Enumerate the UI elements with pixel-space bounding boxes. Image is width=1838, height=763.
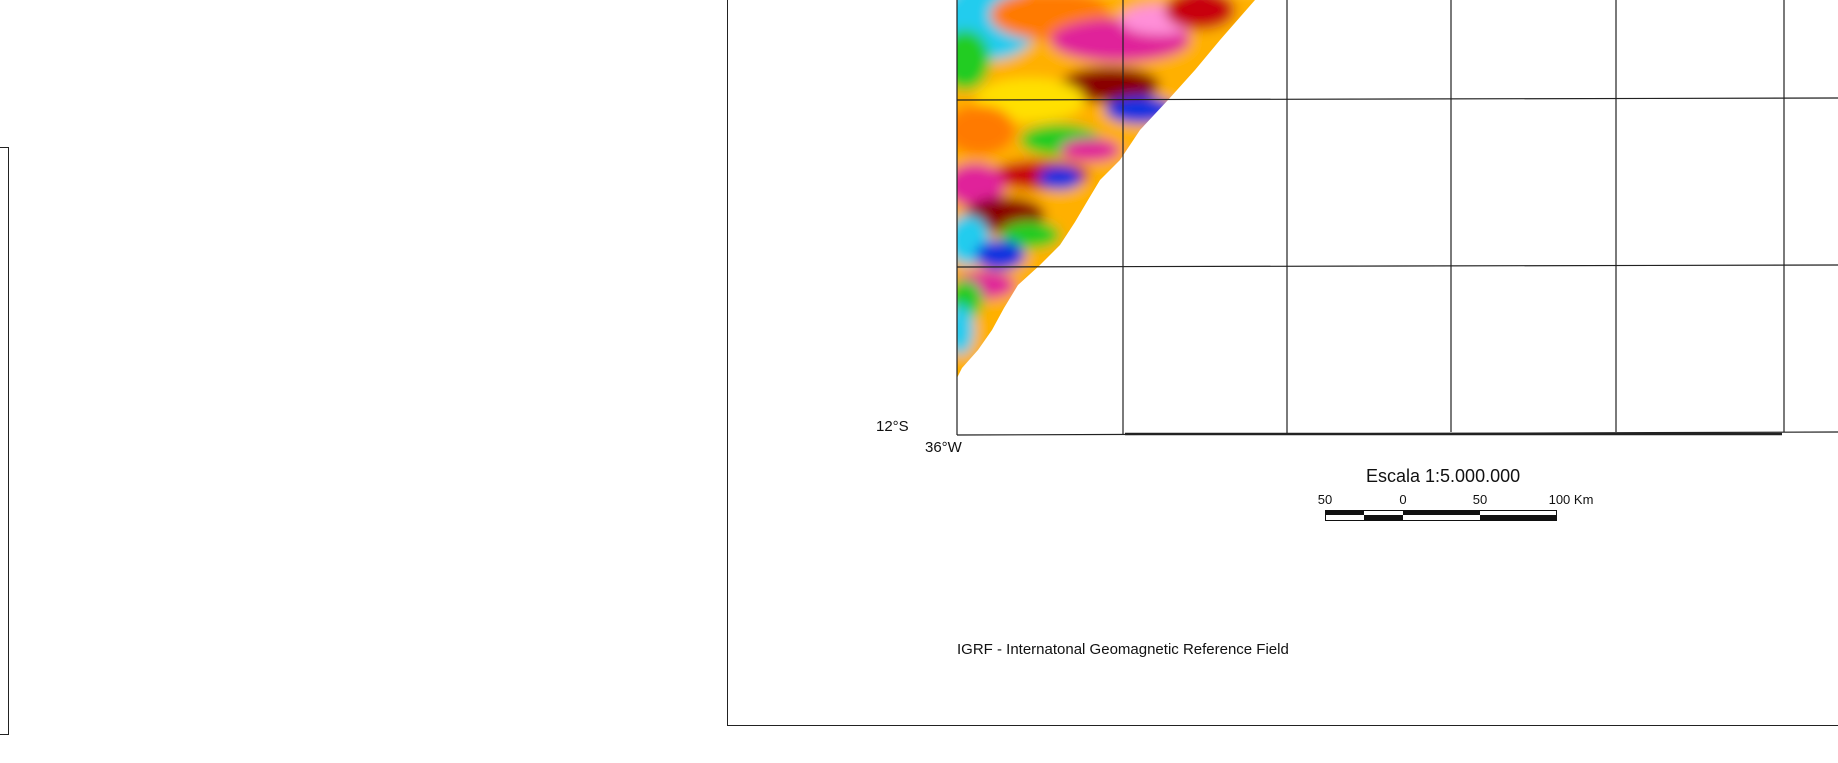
- scale-tick-label: 100 Km: [1548, 492, 1594, 507]
- scale-tick-label: 50: [1472, 492, 1488, 507]
- map-frame: [727, 0, 1838, 726]
- magnetic-anomaly-raster: [957, 0, 1255, 378]
- igrf-note: IGRF - Internatonal Geomagnetic Referenc…: [957, 641, 1289, 658]
- left-panel-frame: [0, 147, 9, 735]
- scale-bar: [1325, 510, 1557, 521]
- latitude-label: 12°S: [876, 418, 909, 435]
- map-graticule: [956, 0, 1838, 436]
- longitude-label: 36°W: [925, 439, 962, 456]
- scale-tick-label: 0: [1399, 492, 1407, 507]
- scale-tick-label: 50: [1317, 492, 1333, 507]
- scale-title: Escala 1:5.000.000: [1366, 466, 1521, 486]
